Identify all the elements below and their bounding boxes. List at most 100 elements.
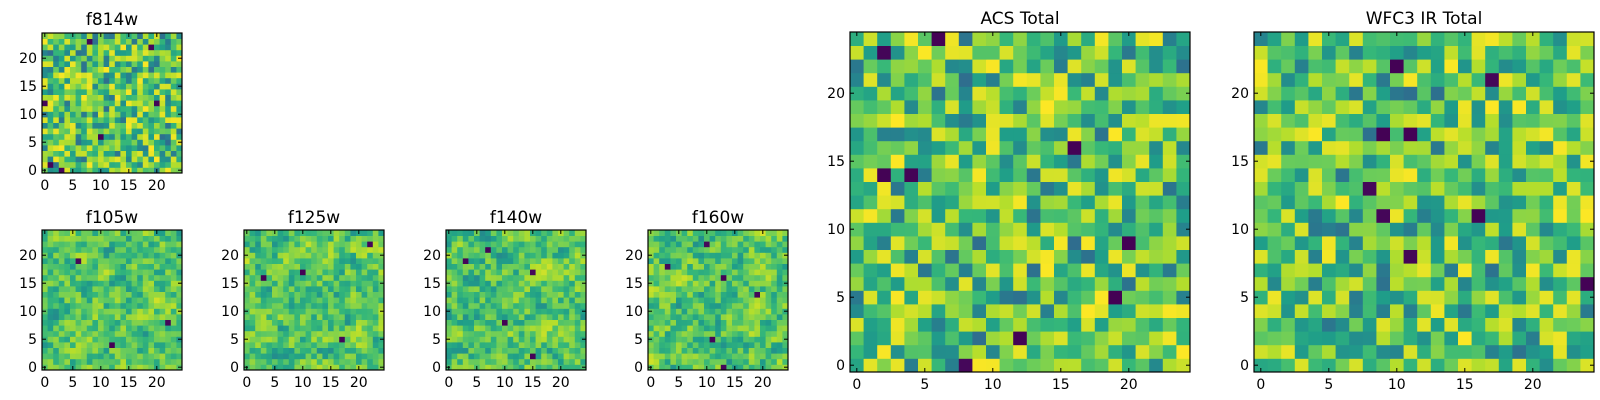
heatmap-cell — [507, 325, 514, 332]
heatmap-cell — [670, 280, 677, 287]
heatmap-cell — [451, 269, 458, 276]
heatmap-cell — [114, 263, 121, 270]
heatmap-cell — [1122, 100, 1136, 114]
heatmap-cell — [1294, 59, 1309, 74]
heatmap-cell — [170, 77, 177, 84]
heatmap-cell — [692, 302, 699, 309]
heatmap-cell — [720, 291, 727, 298]
heatmap-cell — [1349, 263, 1364, 278]
heatmap-cell — [904, 317, 919, 332]
heatmap-cell — [541, 358, 548, 365]
heatmap-cell — [288, 358, 295, 365]
heatmap-cell — [81, 291, 88, 298]
heatmap-cell — [776, 358, 783, 365]
heatmap-cell — [737, 235, 744, 242]
heatmap-cell — [709, 230, 716, 236]
heatmap-cell — [159, 319, 166, 326]
heatmap-cell — [81, 280, 88, 287]
heatmap-cell — [131, 280, 138, 287]
heatmap-cell — [670, 353, 677, 360]
heatmap-cell — [176, 319, 183, 326]
heatmap-cell — [344, 297, 351, 304]
heatmap-cell — [339, 302, 346, 309]
heatmap-cell — [86, 111, 93, 118]
heatmap-cell — [53, 167, 60, 174]
heatmap-cell — [1444, 358, 1459, 373]
heatmap-cell — [1081, 222, 1096, 237]
heatmap-cell — [1580, 222, 1595, 237]
heatmap-cell — [890, 113, 905, 128]
heatmap-cell — [300, 291, 306, 298]
heatmap-cell — [1417, 168, 1432, 182]
heatmap-cell — [692, 263, 699, 270]
heatmap-cell — [1135, 72, 1150, 87]
heatmap-cell — [1267, 113, 1282, 128]
heatmap-cell — [692, 246, 699, 253]
heatmap-cell — [552, 314, 559, 320]
heatmap-cell — [931, 86, 946, 101]
heatmap-cell — [1512, 127, 1527, 142]
heatmap-cell — [496, 364, 503, 371]
heatmap-cell — [1054, 276, 1068, 291]
heatmap-cell — [687, 325, 694, 332]
heatmap-cell — [850, 236, 864, 250]
heatmap-cell — [1349, 195, 1364, 210]
heatmap-cell — [294, 342, 301, 348]
heatmap-cell — [81, 44, 88, 51]
heatmap-cell — [1094, 222, 1109, 237]
heatmap-cell — [776, 246, 783, 253]
heatmap-cell — [170, 111, 177, 118]
heatmap-cell — [126, 122, 132, 129]
heatmap-cell — [165, 263, 172, 270]
heatmap-cell — [670, 336, 677, 343]
heatmap-cell — [283, 274, 290, 281]
heatmap-cell — [485, 280, 492, 287]
heatmap-cell — [126, 139, 132, 146]
heatmap-cell — [64, 353, 71, 360]
panel-title-f105w: f105w — [86, 208, 138, 228]
heatmap-cell — [378, 269, 385, 276]
heatmap-cell — [322, 330, 329, 337]
x-tick-label: 15 — [1052, 377, 1070, 393]
heatmap-cell — [311, 286, 318, 292]
heatmap-cell — [1539, 236, 1554, 250]
heatmap-cell — [1566, 113, 1581, 128]
heatmap-cell — [47, 336, 54, 343]
heatmap-cell — [148, 258, 155, 264]
heatmap-cell — [474, 258, 480, 264]
heatmap-cell — [574, 258, 581, 264]
heatmap-cell — [114, 246, 121, 253]
heatmap-cell — [356, 330, 362, 337]
heatmap-cell — [98, 150, 104, 157]
heatmap-cell — [558, 263, 564, 270]
heatmap-cell — [546, 286, 553, 292]
heatmap-cell — [1122, 290, 1136, 305]
heatmap-cell — [709, 297, 716, 304]
heatmap-cell — [496, 291, 503, 298]
heatmap-cell — [142, 150, 149, 157]
heatmap-cell — [176, 150, 183, 157]
heatmap-cell — [170, 246, 177, 253]
heatmap-cell — [86, 302, 93, 309]
heatmap-cell — [165, 61, 172, 67]
heatmap-cell — [86, 161, 93, 168]
heatmap-cell — [945, 140, 960, 155]
heatmap-cell — [109, 246, 116, 253]
heatmap-cell — [109, 77, 116, 84]
heatmap-cell — [311, 230, 318, 236]
heatmap-cell — [109, 66, 116, 73]
heatmap-cell — [316, 358, 323, 365]
heatmap-cell — [958, 236, 973, 250]
heatmap-cell — [726, 291, 733, 298]
heatmap-cell — [720, 314, 727, 320]
heatmap-cell — [850, 317, 864, 332]
heatmap-cell — [305, 286, 312, 292]
heatmap-cell — [53, 252, 60, 259]
heatmap-cell — [64, 302, 71, 309]
heatmap-cell — [333, 347, 340, 354]
x-tick-label: 5 — [68, 375, 77, 391]
heatmap-cell — [1267, 222, 1282, 237]
heatmap-cell — [1566, 331, 1581, 346]
heatmap-cell — [1376, 249, 1391, 264]
